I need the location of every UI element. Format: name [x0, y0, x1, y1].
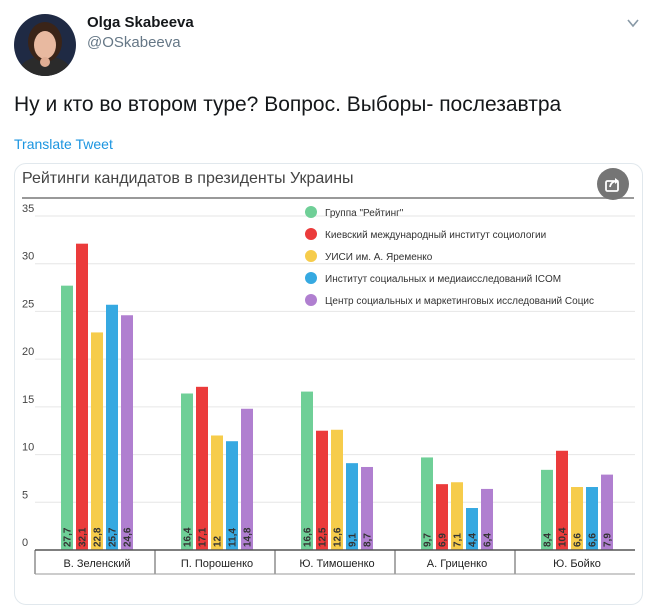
legend-label: Группа "Рейтинг" — [325, 208, 404, 219]
data-label: 16,4 — [183, 527, 194, 547]
author-name[interactable]: Olga Skabeeva — [87, 14, 194, 31]
bar — [301, 391, 313, 550]
bar — [466, 508, 478, 550]
legend-swatch — [305, 206, 317, 218]
chart-title: Рейтинги кандидатов в президенты Украины — [22, 170, 354, 187]
bar — [421, 457, 433, 550]
data-label: 12,6 — [333, 527, 344, 547]
legend-swatch — [305, 294, 317, 306]
bar — [91, 332, 103, 550]
bar — [106, 304, 118, 550]
ratings-chart: 0 5 10 15 20 25 30 35 27,7 32,1 22,8 25,7 24,6 В. Зел… — [22, 203, 635, 575]
data-label: 25,7 — [108, 527, 119, 547]
data-label: 4,4 — [468, 533, 479, 547]
bar — [76, 243, 88, 550]
data-label: 6,4 — [483, 533, 494, 547]
data-label: 16,6 — [303, 527, 314, 547]
x-tick-label: П. Порошенко — [181, 558, 253, 570]
x-tick-label: Ю. Бойко — [553, 558, 601, 570]
data-label: 6,6 — [588, 533, 599, 547]
legend-label: Институт социальных и медиаисследований … — [325, 274, 561, 285]
y-tick-label: 5 — [22, 489, 28, 501]
y-tick-label: 10 — [22, 442, 34, 454]
data-label: 11,4 — [228, 528, 239, 547]
legend-label: УИСИ им. А. Яременко — [325, 252, 433, 263]
data-label: 12 — [213, 535, 224, 547]
bar — [226, 441, 238, 550]
data-label: 8,4 — [543, 533, 554, 547]
data-label: 6,6 — [573, 533, 584, 547]
y-tick-label: 0 — [22, 537, 28, 549]
data-label: 6,9 — [438, 533, 449, 547]
bar — [211, 435, 223, 550]
bar — [331, 429, 343, 550]
y-tick-label: 25 — [22, 298, 34, 310]
title-divider — [22, 197, 634, 199]
tweet-media-card[interactable]: 0 5 10 15 20 25 30 35 27,7 32,1 22,8 25,7 24,6 В. Зел… — [14, 163, 643, 605]
data-label: 8,7 — [363, 533, 374, 547]
bar — [121, 315, 133, 550]
data-label: 14,8 — [243, 527, 254, 547]
bar — [361, 466, 373, 550]
bar — [601, 474, 613, 550]
bar — [481, 488, 493, 550]
bar — [556, 450, 568, 550]
share-icon — [605, 178, 619, 192]
legend-swatch — [305, 272, 317, 284]
data-label: 17,1 — [198, 527, 209, 547]
data-label: 9,1 — [348, 533, 359, 547]
x-tick-label: Ю. Тимошенко — [299, 558, 374, 570]
y-tick-label: 35 — [22, 203, 34, 215]
x-tick-label: В. Зеленский — [63, 558, 130, 570]
legend-swatch — [305, 228, 317, 240]
author-handle[interactable]: @OSkabeeva — [87, 34, 181, 51]
avatar-image — [14, 14, 76, 76]
data-label: 7,1 — [453, 533, 464, 547]
y-tick-label: 20 — [22, 346, 34, 358]
bar — [241, 408, 253, 550]
data-label: 24,6 — [123, 527, 134, 547]
data-label: 22,8 — [93, 527, 104, 547]
bar — [316, 430, 328, 550]
data-label: 32,1 — [78, 527, 89, 547]
data-label: 12,5 — [318, 527, 329, 547]
bar — [541, 469, 553, 550]
translate-tweet-link[interactable]: Translate Tweet — [14, 136, 113, 152]
y-tick-label: 15 — [22, 394, 34, 406]
legend-swatch — [305, 250, 317, 262]
tweet-text: Ну и кто во втором туре? Вопрос. Выборы-… — [14, 93, 562, 116]
bar — [346, 463, 358, 550]
data-label: 10,4 — [558, 527, 569, 547]
chevron-down-icon[interactable] — [626, 16, 640, 30]
bar — [586, 487, 598, 550]
y-tick-label: 30 — [22, 251, 34, 263]
share-button[interactable] — [597, 168, 629, 200]
data-label: 27,7 — [63, 527, 74, 547]
data-label: 7,9 — [603, 533, 614, 547]
bar — [196, 386, 208, 550]
bar — [571, 487, 583, 550]
bar — [61, 285, 73, 550]
bar — [451, 482, 463, 550]
data-label: 9,7 — [423, 533, 434, 547]
legend-label: Киевский международный институт социолог… — [325, 230, 546, 241]
author-avatar[interactable] — [14, 14, 76, 76]
bar — [181, 393, 193, 550]
x-tick-label: А. Гриценко — [427, 558, 487, 570]
legend-label: Центр социальных и маркетинговых исследо… — [325, 296, 594, 307]
bar — [436, 484, 448, 550]
